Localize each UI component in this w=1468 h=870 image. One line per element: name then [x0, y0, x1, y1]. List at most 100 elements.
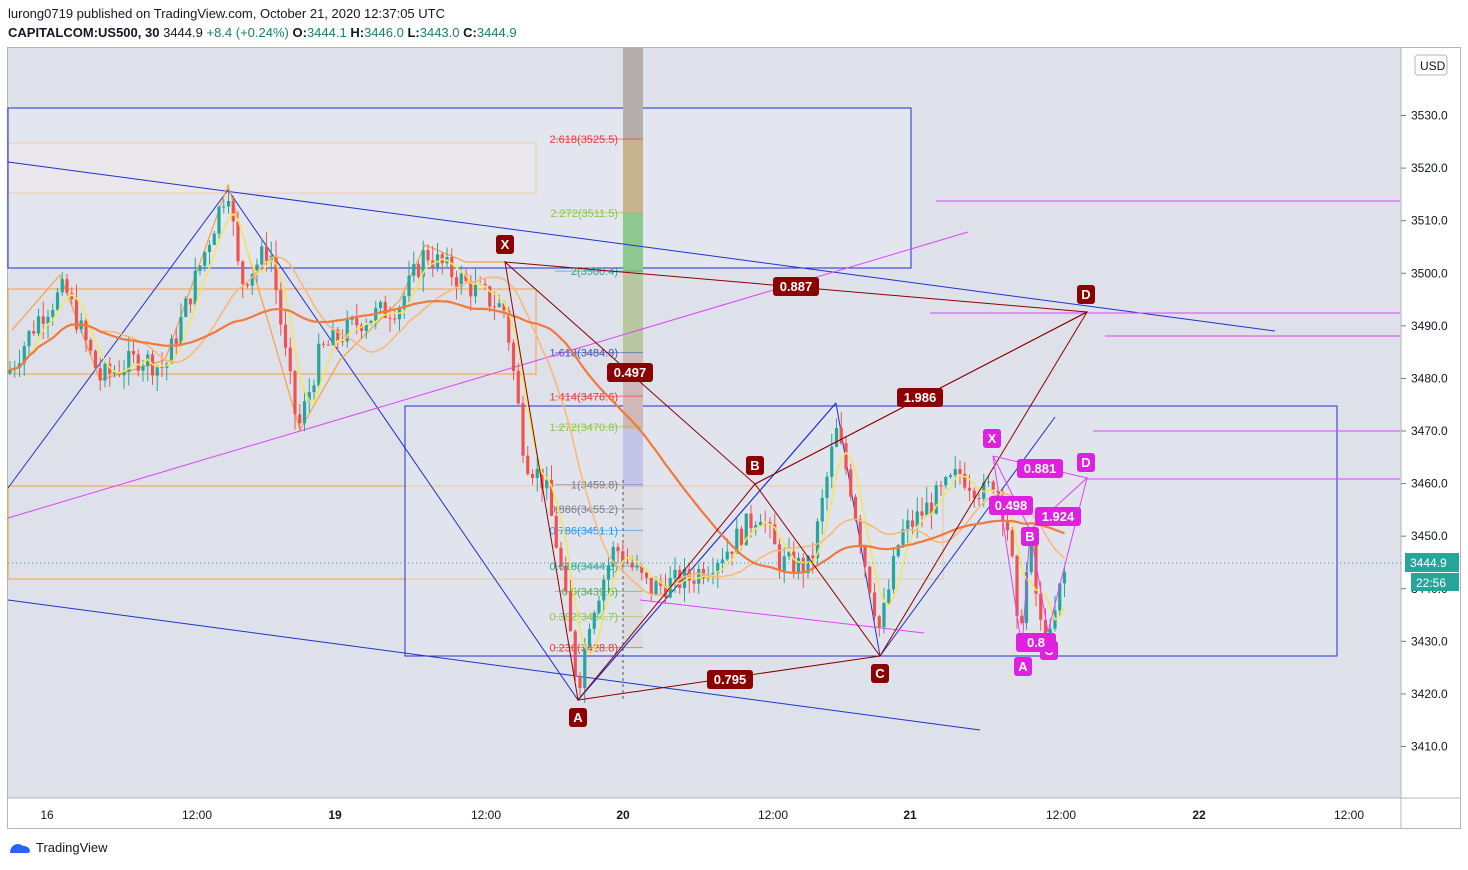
candle-body	[212, 233, 216, 245]
candle-body	[597, 600, 601, 613]
pattern-large-ratio-xd: 0.887	[780, 279, 813, 294]
candle-body	[179, 316, 183, 345]
pattern-small-point-x-bg[interactable]	[983, 429, 1001, 448]
pattern-small-ratio-bd-bg[interactable]	[1035, 507, 1081, 526]
candle-body	[155, 366, 159, 376]
price-axis-background	[1401, 48, 1460, 798]
candle-body	[915, 511, 919, 527]
candle-body	[112, 372, 117, 374]
pattern-small-point-a-bg[interactable]	[1014, 657, 1032, 676]
pattern-large-point-c-bg[interactable]	[871, 664, 889, 683]
candle-body	[407, 275, 411, 297]
candle-body	[169, 338, 174, 364]
candle-body	[1034, 545, 1038, 594]
candle-body	[350, 318, 354, 320]
pattern-large-point-d-bg[interactable]	[1077, 285, 1095, 304]
candle-body	[711, 573, 715, 575]
candle-body	[8, 369, 12, 374]
candle-body	[22, 346, 26, 364]
fib-level-label: 1.618(3484.9)	[550, 348, 619, 360]
fib-level-label: 2.618(3525.5)	[550, 134, 619, 146]
x-tick-label: 19	[328, 808, 342, 822]
pattern-small-ratio-ab: 0.498	[995, 498, 1028, 513]
y-tick-label: 3510.0	[1411, 214, 1448, 228]
fib-level-label: 0.786(3451.1)	[550, 525, 619, 537]
candle-body	[250, 273, 254, 286]
fib-level-label: 0.382(3434.7)	[550, 612, 619, 624]
pattern-large-point-b-bg[interactable]	[746, 456, 764, 475]
currency-badge[interactable]	[1414, 54, 1448, 76]
pattern-large-ratio-ab: 0.497	[614, 365, 647, 380]
pattern-small-point-d-bg[interactable]	[1077, 453, 1095, 472]
pattern-small-point-b-bg[interactable]	[1021, 527, 1039, 546]
candle-body	[991, 481, 995, 491]
y-tick-label: 3490.0	[1411, 319, 1448, 333]
candle-body	[583, 646, 587, 689]
y-tick-label: 3430.0	[1411, 634, 1448, 648]
candle-body	[450, 257, 454, 278]
candle-body	[611, 546, 615, 566]
candle-body	[768, 522, 772, 525]
pattern-large-point-x-bg[interactable]	[496, 235, 514, 254]
y-tick-label: 3420.0	[1411, 687, 1448, 701]
candle-body	[302, 401, 307, 424]
blue-trendline-lower	[7, 599, 981, 731]
pattern-large-point-a: A	[573, 710, 583, 725]
candle-body	[60, 279, 64, 293]
pattern-large-ratio-ab-bg[interactable]	[607, 363, 653, 382]
candle-body	[929, 502, 934, 514]
candle-body	[507, 310, 511, 343]
candle-body	[288, 347, 292, 372]
candle-body	[621, 551, 625, 563]
candle-body	[910, 520, 915, 527]
symbol[interactable]: CAPITALCOM:US500, 30	[8, 25, 160, 40]
candle-body	[1024, 572, 1029, 624]
y-tick-label: 3520.0	[1411, 161, 1448, 175]
candle-body	[174, 338, 178, 345]
pattern-small-ratio-xd-bg[interactable]	[1017, 459, 1063, 478]
candle-body	[630, 562, 634, 568]
candle-body	[1043, 619, 1048, 645]
candle-body	[521, 403, 525, 456]
pattern-small-xab	[992, 455, 1031, 649]
y-tick-label: 3450.0	[1411, 529, 1448, 543]
pattern-large-ratio-ac-bg[interactable]	[707, 670, 753, 689]
tradingview-logo-icon[interactable]	[8, 841, 32, 855]
candle-body	[635, 565, 639, 568]
last-price-tag: 3444.9	[1410, 556, 1447, 570]
candle-body	[317, 343, 321, 386]
pattern-large-point-d: D	[1081, 287, 1090, 302]
candle-body	[697, 568, 701, 584]
y-tick-label: 3480.0	[1411, 371, 1448, 385]
candle-body	[127, 350, 131, 372]
candle-body	[222, 206, 226, 208]
pattern-large-point-b: B	[750, 458, 759, 473]
candle-body	[293, 371, 297, 415]
ma-mid-line	[9, 255, 1066, 596]
y-tick-label: 3500.0	[1411, 266, 1448, 280]
candle-body	[27, 331, 31, 347]
pattern-large-ratio-xd-bg[interactable]	[773, 277, 819, 296]
pattern-large-ratio-bd-bg[interactable]	[897, 388, 943, 407]
candle-body	[231, 200, 235, 222]
open-label: O:	[292, 25, 307, 40]
pattern-large-ratio-bd: 1.986	[904, 390, 937, 405]
candle-body	[412, 264, 416, 276]
candle-body	[193, 270, 197, 305]
candle-body	[739, 528, 744, 546]
candle-body	[644, 572, 649, 578]
candle-body	[887, 589, 891, 603]
pattern-small-ratio-ab-bg[interactable]	[989, 496, 1033, 515]
candle-body	[801, 557, 805, 574]
tradingview-brand[interactable]: TradingView	[36, 840, 108, 855]
pattern-small-ratio-ac-bg[interactable]	[1016, 633, 1056, 652]
candle-body	[564, 566, 568, 591]
pattern-large-ratio-ac: 0.795	[714, 672, 747, 687]
candle-body	[236, 221, 240, 262]
candle-body	[839, 427, 843, 444]
candle-body	[526, 455, 530, 474]
pattern-large-point-a-bg[interactable]	[569, 708, 587, 727]
candle-body	[469, 280, 473, 297]
candle-body	[473, 283, 478, 297]
